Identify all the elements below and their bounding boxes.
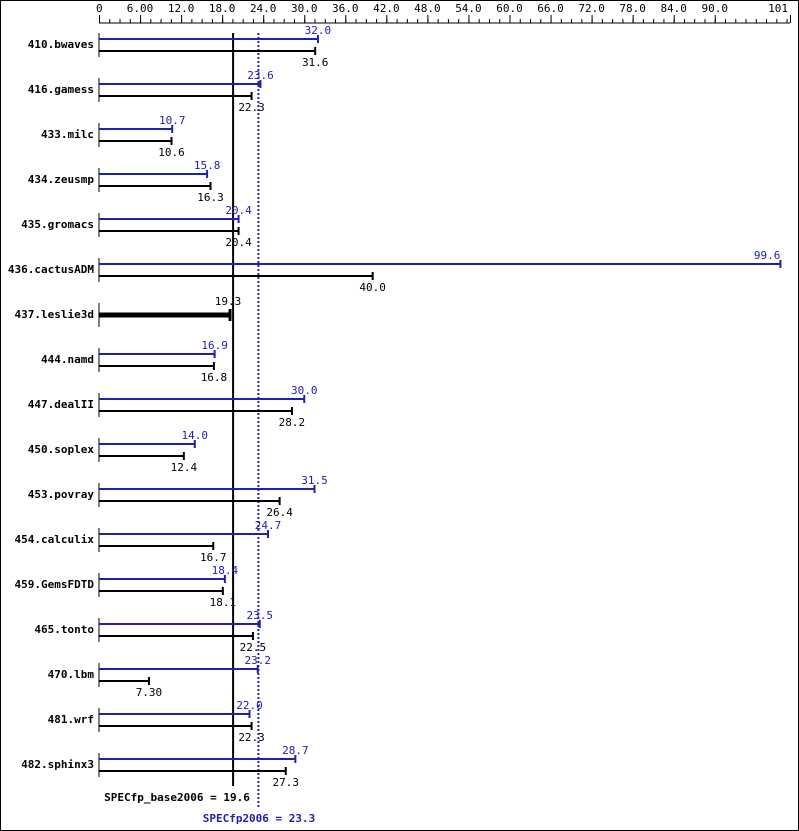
tick-label: 12.0	[168, 2, 195, 15]
tick-label: 90.0	[701, 2, 728, 15]
peak-value-label: 30.0	[291, 384, 318, 397]
benchmark-label: 447.dealII	[28, 398, 94, 411]
benchmark-label: 444.namd	[41, 353, 94, 366]
peak-value-label: 10.7	[159, 114, 186, 127]
benchmark-label: 453.povray	[28, 488, 95, 501]
base-value-label: 16.7	[200, 551, 227, 564]
base-value-label: 27.3	[273, 776, 300, 789]
peak-value-label: 99.6	[754, 249, 781, 262]
peak-value-label: 22.0	[236, 699, 263, 712]
base-value-label: 26.4	[266, 506, 293, 519]
base-value-label: 31.6	[302, 56, 329, 69]
base-value-label: 22.3	[238, 101, 265, 114]
peak-value-label: 15.8	[194, 159, 221, 172]
benchmark-label: 436.cactusADM	[8, 263, 94, 276]
benchmark-label: 437.leslie3d	[15, 308, 94, 321]
peak-value-label: 31.5	[301, 474, 328, 487]
tick-label: 78.0	[619, 2, 646, 15]
base-value-label: 18.1	[210, 596, 237, 609]
base-value-label: 19.3	[215, 295, 242, 308]
benchmark-label: 482.sphinx3	[21, 758, 94, 771]
tick-label: 18.0	[209, 2, 236, 15]
tick-label: 54.0	[455, 2, 482, 15]
base-value-label: 40.0	[359, 281, 386, 294]
benchmark-label: 435.gromacs	[21, 218, 94, 231]
peak-value-label: 16.9	[201, 339, 228, 352]
tick-label: 101	[768, 2, 788, 15]
peak-value-label: 23.5	[247, 609, 274, 622]
tick-label: 42.0	[373, 2, 400, 15]
base-value-label: 28.2	[279, 416, 306, 429]
base-value-label: 22.5	[240, 641, 267, 654]
base-value-label: 22.3	[238, 731, 265, 744]
peak-value-label: 24.7	[255, 519, 282, 532]
benchmark-label: 410.bwaves	[28, 38, 94, 51]
benchmark-label: 416.gamess	[28, 83, 94, 96]
benchmark-label: 434.zeusmp	[28, 173, 95, 186]
peak-value-label: 23.2	[244, 654, 271, 667]
benchmark-label: 465.tonto	[34, 623, 94, 636]
tick-label: 0	[96, 2, 103, 15]
base-value-label: 10.6	[158, 146, 185, 159]
benchmark-label: 470.lbm	[48, 668, 95, 681]
tick-label: 30.0	[291, 2, 318, 15]
tick-label: 66.0	[537, 2, 564, 15]
peak-value-label: 28.7	[282, 744, 309, 757]
base-value-label: 16.8	[201, 371, 228, 384]
base-value-label: 20.4	[225, 236, 252, 249]
peak-summary-label: SPECfp2006 = 23.3	[203, 812, 316, 825]
peak-value-label: 14.0	[182, 429, 209, 442]
peak-value-label: 18.4	[212, 564, 239, 577]
base-value-label: 12.4	[171, 461, 198, 474]
benchmark-label: 450.soplex	[28, 443, 95, 456]
peak-value-label: 23.6	[247, 69, 274, 82]
tick-label: 36.0	[332, 2, 359, 15]
benchmark-label: 459.GemsFDTD	[15, 578, 95, 591]
tick-label: 24.0	[250, 2, 277, 15]
base-value-label: 16.3	[197, 191, 224, 204]
benchmark-label: 481.wrf	[48, 713, 94, 726]
tick-label: 6.00	[127, 2, 154, 15]
tick-label: 60.0	[496, 2, 523, 15]
base-value-label: 7.30	[136, 686, 163, 699]
base-summary-label: SPECfp_base2006 = 19.6	[104, 791, 250, 804]
tick-label: 84.0	[660, 2, 687, 15]
tick-label: 48.0	[414, 2, 441, 15]
peak-value-label: 20.4	[225, 204, 252, 217]
benchmark-label: 433.milc	[41, 128, 94, 141]
peak-value-label: 32.0	[305, 24, 332, 37]
tick-label: 72.0	[578, 2, 605, 15]
benchmark-label: 454.calculix	[15, 533, 95, 546]
